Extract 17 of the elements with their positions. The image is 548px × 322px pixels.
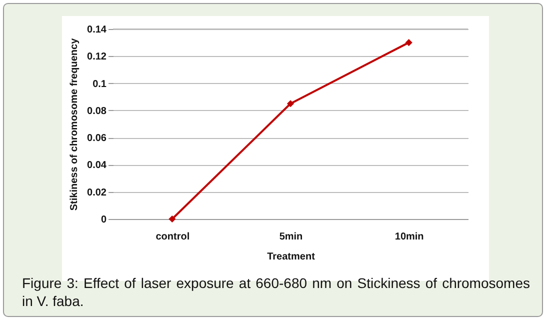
y-axis-title: Stikiness of chromosome frequency: [69, 38, 80, 211]
y-tick-label: 0.06: [87, 133, 107, 144]
y-tick-label: 0.08: [87, 106, 107, 117]
x-tick-label: 10min: [394, 232, 424, 242]
y-tick-label: 0.04: [87, 160, 107, 172]
x-axis-title: Treatment: [267, 252, 316, 262]
point: [168, 215, 176, 223]
point: [405, 39, 412, 46]
y-tick-label: 0.12: [87, 52, 107, 63]
point: [286, 100, 294, 108]
y-tick-label: 0.1: [92, 78, 107, 90]
x-tick-label: 5min: [279, 232, 303, 242]
y-tick-label: 0: [100, 214, 107, 226]
x-tick-label: control: [156, 232, 190, 242]
y-tick-label: 0.14: [87, 24, 107, 36]
y-tick-label: 0.02: [87, 187, 107, 198]
caption: Figure 3: Effect of laser exposure at 660-680 nm on Stickiness of chromosomes in V. faba.: [22, 274, 530, 310]
